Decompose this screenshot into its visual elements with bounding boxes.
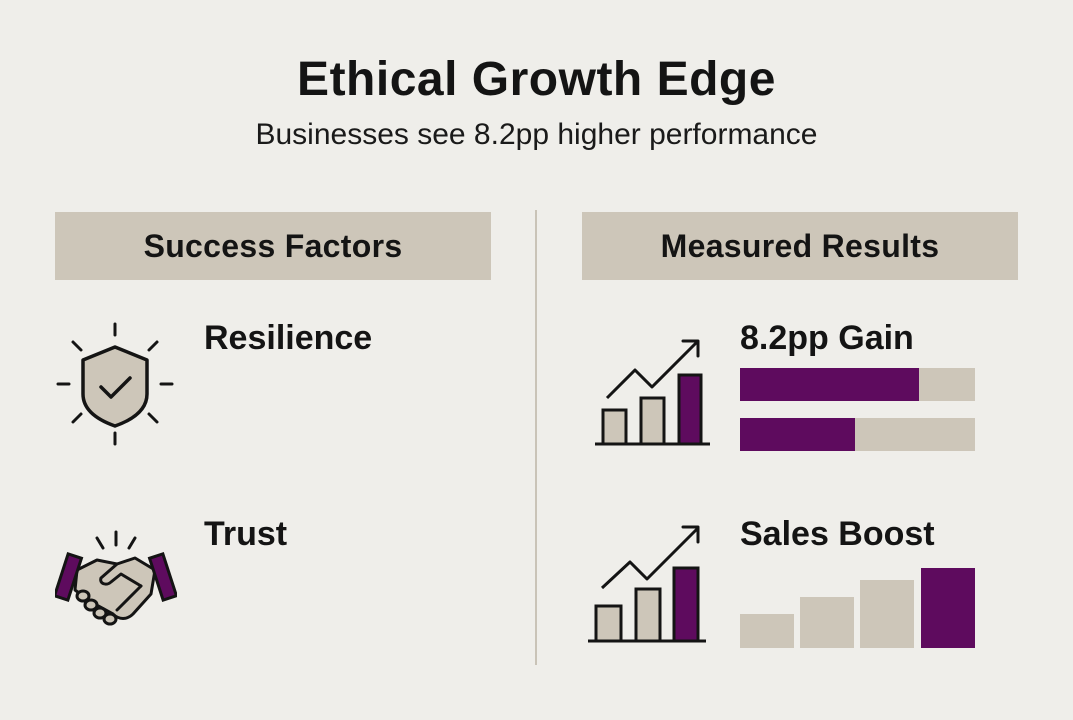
- sales-boost-label: Sales Boost: [740, 515, 935, 553]
- page-subtitle: Businesses see 8.2pp higher performance: [255, 118, 818, 151]
- trust-label: Trust: [204, 515, 288, 553]
- sales-column-3: [860, 580, 914, 648]
- measured-results-header: Measured Results: [582, 212, 1018, 280]
- gain-bar-1-fill: [740, 368, 919, 401]
- growth-chart-icon: [586, 522, 708, 644]
- page-title: Ethical Growth Edge: [297, 53, 776, 106]
- gain-label: 8.2pp Gain: [740, 319, 914, 357]
- handshake-icon: [55, 528, 177, 630]
- gain-bar-2: [740, 418, 975, 451]
- gain-bar-2-fill: [740, 418, 856, 451]
- gain-bar-1: [740, 368, 975, 401]
- success-factors-heading: Success Factors: [143, 227, 403, 264]
- sales-column-1: [740, 614, 794, 648]
- shield-check-icon: [54, 322, 176, 446]
- resilience-label: Resilience: [204, 319, 373, 357]
- sales-column-2: [800, 597, 854, 648]
- success-factors-header: Success Factors: [55, 212, 491, 280]
- sales-column-4: [921, 568, 975, 648]
- growth-chart-icon: [593, 335, 713, 447]
- sales-column-chart: [740, 560, 976, 648]
- column-divider: [535, 210, 537, 665]
- measured-results-heading: Measured Results: [660, 227, 940, 264]
